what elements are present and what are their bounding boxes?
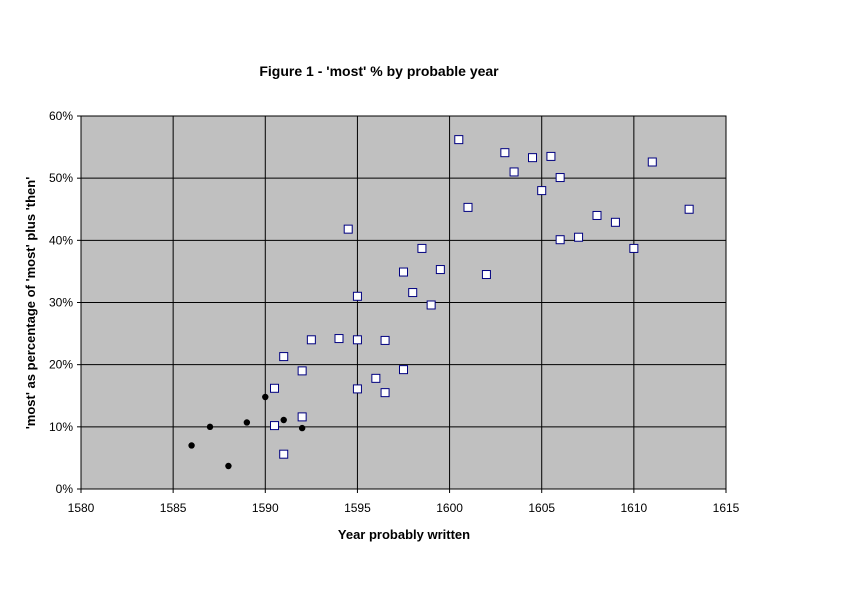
data-point-square [371,373,381,383]
x-tick-label: 1595 [344,501,371,515]
data-point-square [481,270,491,280]
data-point-square [352,384,362,394]
x-tick-label: 1580 [68,501,95,515]
y-tick-label: 30% [49,296,73,310]
data-point-square [399,365,408,375]
x-tick-label: 1590 [252,501,279,515]
data-point-square [610,217,620,227]
data-point-square [279,449,289,459]
data-point-square [334,334,344,344]
data-point-square [454,135,464,145]
x-axis: 1580 1585 1590 1595 1600 1605 1610 1615 [68,489,740,515]
data-point-square [380,388,390,398]
y-axis-title: 'most' as percentage of 'most' plus 'the… [23,177,38,430]
y-tick-label: 10% [49,420,73,434]
series-0-filled-circle [188,393,306,470]
chart-title: Figure 1 - 'most' % by probable year [259,63,499,79]
data-point-square [463,202,473,212]
y-tick-label: 40% [49,233,73,247]
data-point-square [380,335,390,345]
data-point-circle [206,423,214,431]
data-point-square [343,224,353,234]
data-point-square [270,421,279,431]
data-point-square [306,335,316,345]
x-tick-label: 1610 [621,501,648,515]
data-point-square [399,267,408,277]
data-point-square [555,173,565,183]
data-point-circle [280,416,287,424]
data-point-square [647,157,657,167]
data-point-square [684,204,694,214]
data-point-square [629,243,639,253]
data-point-square [509,167,519,177]
data-point-square [592,210,602,220]
data-point-square [435,265,445,275]
data-point-square [270,383,279,393]
data-point-circle [298,424,306,432]
data-point-circle [225,462,232,470]
data-point-square [297,412,307,422]
y-tick-label: 20% [49,358,73,372]
data-point-circle [188,442,195,449]
data-point-square [500,148,510,158]
y-tick-label: 0% [56,482,74,496]
x-tick-label: 1615 [713,501,740,515]
data-point-circle [262,393,269,401]
x-tick-label: 1585 [160,501,187,515]
data-point-square [546,151,556,161]
x-tick-label: 1600 [436,501,463,515]
x-axis-title: Year probably written [338,527,470,542]
data-point-square [352,291,362,301]
x-tick-label: 1605 [528,501,555,515]
data-points [188,135,694,470]
data-point-square [528,153,537,163]
data-point-square [408,288,418,298]
data-point-square [417,243,427,253]
y-tick-label: 50% [49,171,73,185]
data-point-square [297,366,307,376]
data-point-square [574,232,584,242]
y-tick-label: 60% [49,109,73,123]
data-point-square [352,335,362,345]
data-point-square [279,352,289,362]
series-1-open-square [270,135,694,459]
data-point-square [426,300,436,310]
y-axis: 0% 10% 20% 30% 40% 50% 60% [49,109,81,496]
data-point-square [555,235,565,245]
data-point-square [537,186,547,196]
data-point-circle [243,419,251,426]
